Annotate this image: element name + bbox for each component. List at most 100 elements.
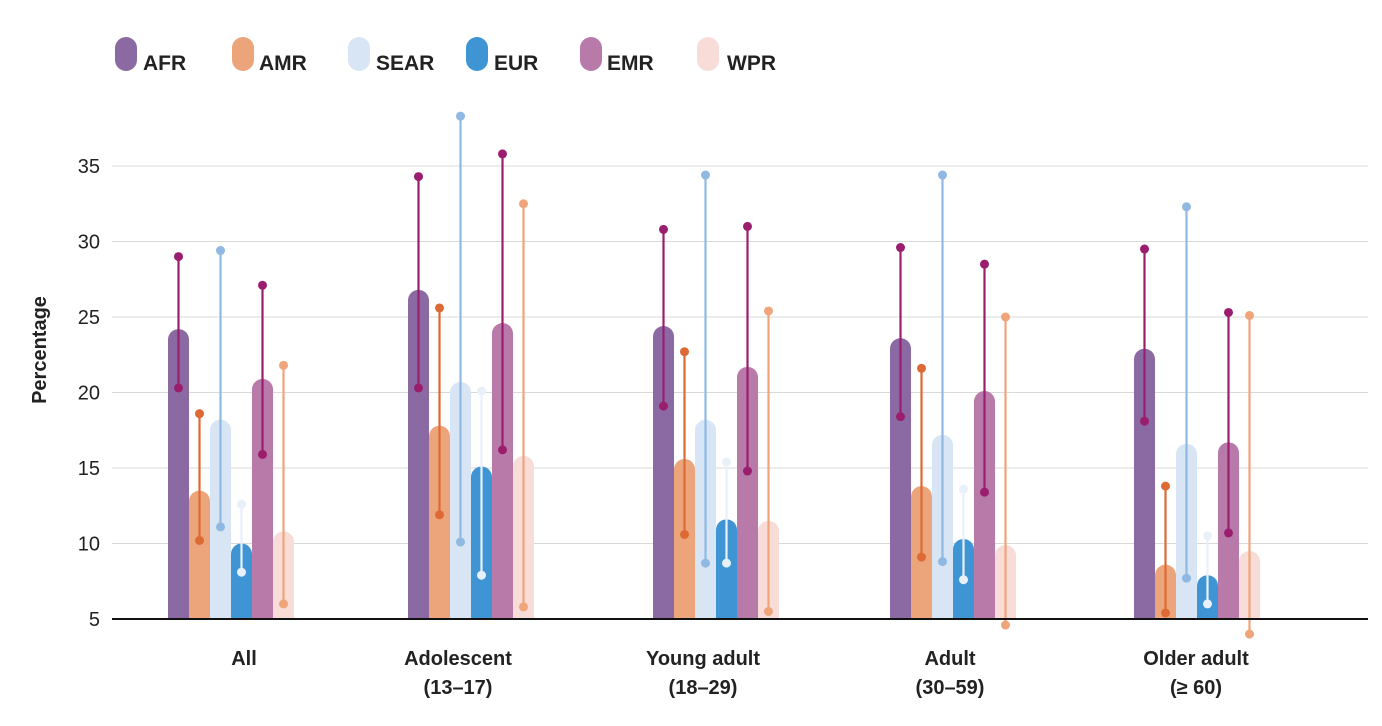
error-bar-lower-cap (279, 599, 288, 609)
y-axis-ticks: 5 10 15 20 25 30 35 (78, 156, 100, 631)
error-bar-upper-cap (1001, 312, 1010, 322)
error-bar-lower-cap (917, 552, 926, 562)
legend-swatch (115, 37, 137, 71)
error-bar-lower-cap (1245, 629, 1254, 639)
bar-amr (674, 458, 695, 619)
error-bar-upper-cap (722, 457, 731, 467)
bar-afr (408, 289, 429, 619)
error-bar-lower-cap (938, 557, 947, 567)
bar-emr (974, 390, 995, 619)
error-bar-upper-cap (896, 243, 905, 253)
y-tick-label: 35 (78, 156, 100, 178)
error-bar-upper-cap (435, 303, 444, 313)
error-bar-upper-cap (498, 149, 507, 159)
error-bar-upper-cap (519, 199, 528, 209)
error-bar-upper-cap (659, 224, 668, 234)
error-bar-lower-cap (1224, 528, 1233, 538)
bar-eur (716, 519, 737, 619)
error-bar-lower-cap (764, 606, 773, 616)
error-bar-upper-cap (938, 170, 947, 180)
error-bar-lower-cap (1203, 599, 1212, 609)
error-bar-upper-cap (917, 363, 926, 373)
error-bar-lower-cap (498, 445, 507, 455)
category-label-range: (18–29) (669, 677, 738, 699)
error-bar-lower-cap (980, 487, 989, 497)
legend-label: EMR (607, 52, 654, 75)
error-bar-upper-cap (743, 221, 752, 231)
error-bar-lower-cap (1161, 608, 1170, 618)
error-bar-upper-cap (701, 170, 710, 180)
y-tick-label: 20 (78, 383, 100, 405)
error-bar-upper-cap (477, 386, 486, 396)
category-label-range: (≥ 60) (1170, 677, 1222, 699)
error-bar-lower-cap (195, 535, 204, 545)
category-label-range: (30–59) (916, 677, 985, 699)
error-bar-upper-cap (456, 111, 465, 121)
error-bar-lower-cap (743, 466, 752, 476)
error-bar-lower-cap (435, 510, 444, 520)
error-bar-upper-cap (1224, 307, 1233, 317)
error-bar-lower-cap (174, 383, 183, 393)
bar-eur (231, 543, 252, 619)
legend-swatch (697, 37, 719, 71)
error-bar-lower-cap (216, 522, 225, 532)
y-tick-label: 15 (78, 458, 100, 480)
error-bar-lower-cap (959, 575, 968, 585)
error-bar-lower-cap (701, 558, 710, 568)
error-bar-lower-cap (258, 449, 267, 459)
y-tick-label: 5 (89, 609, 100, 631)
error-bar-upper-cap (414, 172, 423, 182)
y-tick-label: 30 (78, 232, 100, 254)
error-bar-upper-cap (174, 252, 183, 262)
error-bar-lower-cap (477, 570, 486, 580)
bars (168, 289, 1260, 619)
error-bar-lower-cap (896, 412, 905, 422)
legend-label: EUR (494, 52, 538, 75)
error-bar-upper-cap (258, 280, 267, 290)
error-bar-lower-cap (519, 602, 528, 612)
category-label: Young adult (646, 648, 760, 670)
error-bar-upper-cap (1140, 244, 1149, 254)
error-bar-lower-cap (237, 567, 246, 577)
legend-swatch (466, 37, 488, 71)
x-axis-labels: All Adolescent (13–17) Young adult (18–29) Ad… (231, 648, 1249, 699)
bar-afr (890, 338, 911, 619)
bar-afr (653, 326, 674, 619)
category-label: Adult (924, 648, 975, 670)
category-label: Adolescent (404, 648, 512, 670)
category-label: Older adult (1143, 648, 1249, 670)
error-bar-upper-cap (1245, 310, 1254, 320)
error-bar-upper-cap (1182, 202, 1191, 212)
legend-label: WPR (727, 52, 776, 75)
y-tick-label: 10 (78, 534, 100, 556)
category-label-range: (13–17) (424, 677, 493, 699)
bar-emr (737, 366, 758, 619)
error-bar-lower-cap (1140, 416, 1149, 426)
legend-label: AFR (143, 52, 186, 75)
error-bar-upper-cap (195, 409, 204, 419)
legend-label: SEAR (376, 52, 434, 75)
bar-amr (429, 425, 450, 619)
error-bar-upper-cap (980, 259, 989, 269)
error-bar-upper-cap (1161, 481, 1170, 491)
bar-emr (252, 378, 273, 619)
error-bar-lower-cap (659, 401, 668, 411)
error-bar-lower-cap (456, 537, 465, 547)
legend: AFR AMR SEAR EUR EMR WPR (115, 37, 776, 75)
error-bar-upper-cap (237, 499, 246, 509)
error-bar-upper-cap (680, 347, 689, 357)
error-bars (174, 111, 1254, 639)
error-bar-upper-cap (279, 360, 288, 370)
legend-label: AMR (259, 52, 307, 75)
y-tick-label: 25 (78, 307, 100, 329)
legend-swatch (580, 37, 602, 71)
bar-amr (189, 490, 210, 619)
y-axis-title: Percentage (29, 296, 51, 404)
error-bar-lower-cap (414, 383, 423, 393)
error-bar-lower-cap (722, 558, 731, 568)
bar-afr (168, 329, 189, 619)
category-label: All (231, 648, 257, 670)
bar-emr (492, 323, 513, 619)
